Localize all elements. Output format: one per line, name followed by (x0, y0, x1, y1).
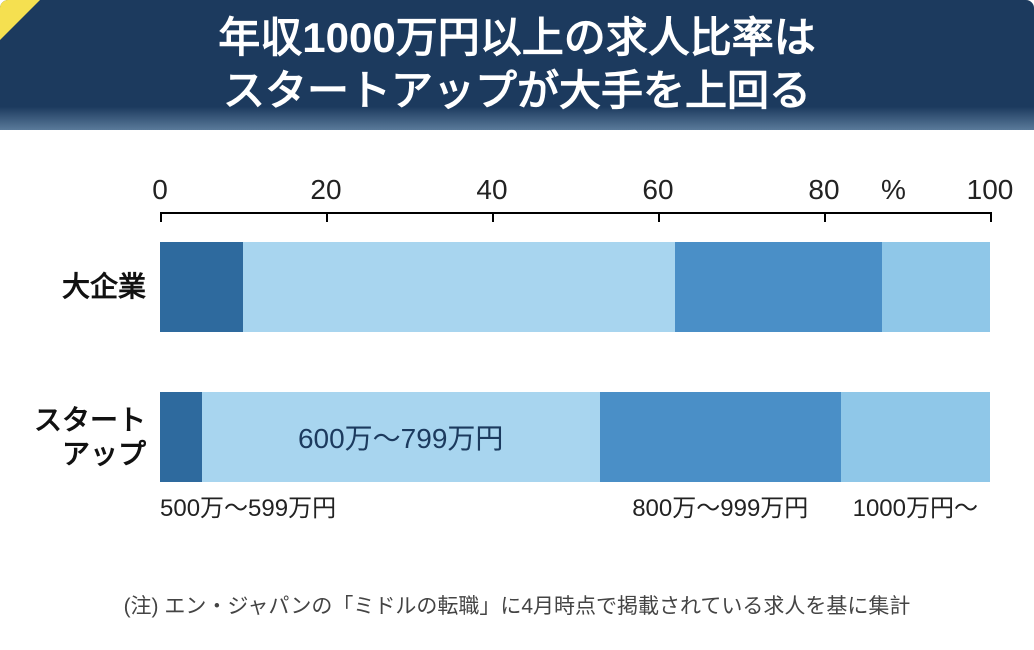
bar-segment (160, 392, 202, 482)
x-tick (492, 212, 494, 222)
x-tick-label: 40 (476, 174, 507, 206)
x-tick-label: 100 (967, 174, 1014, 206)
bar-segment (243, 242, 675, 332)
bar-segment: 600万～799万円 (202, 392, 600, 482)
chart-card: 年収1000万円以上の求人比率は スタートアップが大手を上回る 0 20 40 60 8… (0, 0, 1034, 650)
stacked-bar: 600万～799万円 (160, 392, 990, 482)
x-tick (658, 212, 660, 222)
title-line-1: 年収1000万円以上の求人比率は (218, 14, 815, 61)
footnote: (注) エン・ジャパンの「ミドルの転職」に4月時点で掲載されている求人を基に集計 (0, 590, 1034, 620)
row-label: スタート アップ (0, 403, 160, 470)
header-accent-triangle (0, 0, 40, 40)
x-tick (990, 212, 992, 222)
chart-title: 年収1000万円以上の求人比率は スタートアップが大手を上回る (20, 12, 1014, 117)
header: 年収1000万円以上の求人比率は スタートアップが大手を上回る (0, 0, 1034, 130)
chart-area: 0 20 40 60 80 100% 大企業 600万～799万円スタート アップ500万～5… (0, 130, 1034, 650)
plot-region: 020406080100%大企業600万～799万円スタート アップ500万～5… (160, 190, 990, 560)
x-tick (160, 212, 162, 222)
row-label: 大企業 (0, 270, 160, 304)
bar-segment (160, 242, 243, 332)
bar-segment (600, 392, 841, 482)
bar-segment (882, 242, 990, 332)
x-tick-label: 0 (152, 174, 168, 206)
x-tick-label: 20 (310, 174, 341, 206)
stacked-bar (160, 242, 990, 332)
footnote-text: (注) エン・ジャパンの「ミドルの転職」に4月時点で掲載されている求人を基に集計 (124, 595, 911, 618)
segment-category-label: 800万～999万円 (632, 488, 808, 523)
x-tick (326, 212, 328, 222)
segment-category-label: 1000万円～ (853, 488, 978, 523)
x-tick-label: 60 (642, 174, 673, 206)
segment-category-label: 500万～599万円 (160, 488, 336, 523)
title-line-2: スタートアップが大手を上回る (223, 67, 811, 114)
bar-segment (841, 392, 990, 482)
x-tick-label: 80 (808, 174, 839, 206)
x-axis-unit: % (881, 174, 906, 206)
x-tick (824, 212, 826, 222)
x-axis-line (160, 212, 990, 214)
bar-segment (675, 242, 883, 332)
